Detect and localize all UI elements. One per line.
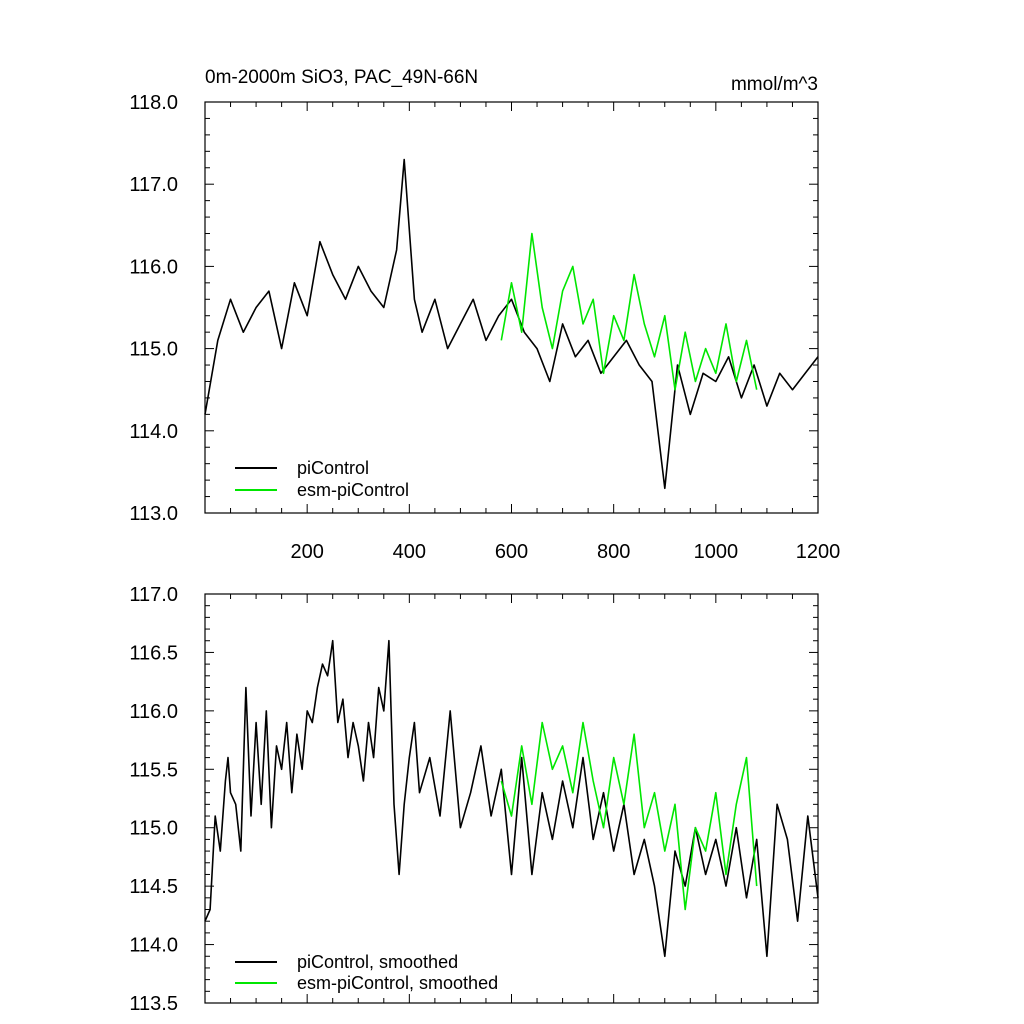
top-y-ticks: 113.0 114.0 115.0 116.0 117.0 118.0 [129, 92, 818, 525]
top-x-tick-label: 600 [495, 541, 528, 563]
bottom-y-tick-label: 113.5 [129, 993, 178, 1015]
bottom-series-esm-picontrol-smoothed [500, 721, 758, 911]
top-plot-frame [204, 101, 819, 514]
legend-label-esm-picontrol-smoothed: esm-piControl, smoothed [297, 973, 498, 993]
bottom-y-ticks: 113.5 114.0 114.5 115.0 115.5 116.0 116.5 117.0 [129, 584, 818, 1015]
top-y-tick-label: 114.0 [129, 421, 178, 443]
bottom-plot-frame [204, 593, 819, 1004]
bottom-series-picontrol-smoothed [204, 639, 819, 958]
top-y-tick-label: 115.0 [129, 339, 178, 361]
legend-label-picontrol: piControl [297, 458, 369, 478]
top-series [204, 158, 819, 490]
top-x-tick-label: 1000 [694, 541, 739, 563]
bottom-y-tick-label: 115.5 [129, 759, 178, 781]
top-series-picontrol [204, 158, 819, 490]
top-x-ticks: 200 400 600 800 1000 1200 [204, 102, 841, 563]
top-y-tick-label: 116.0 [129, 256, 178, 278]
top-panel: 0m-2000m SiO3, PAC_49N-66N mmol/m^3 113.… [129, 67, 840, 563]
top-units: mmol/m^3 [731, 74, 818, 95]
top-x-tick-label: 400 [393, 541, 426, 563]
top-y-tick-label: 117.0 [129, 174, 178, 196]
top-x-tick-label: 800 [597, 541, 630, 563]
bottom-panel: 113.5 114.0 114.5 115.0 115.5 116.0 116.5 117.0… [129, 584, 819, 1015]
top-series-esm-picontrol [500, 232, 758, 391]
top-title: 0m-2000m SiO3, PAC_49N-66N [205, 67, 478, 88]
bottom-series [204, 639, 819, 958]
bottom-y-tick-label: 114.5 [129, 876, 178, 898]
top-x-tick-label: 1200 [796, 541, 841, 563]
top-y-tick-label: 118.0 [129, 92, 178, 114]
top-y-tick-label: 113.0 [129, 503, 178, 525]
bottom-y-tick-label: 116.5 [129, 642, 178, 664]
bottom-legend: piControl, smoothed esm-piControl, smoot… [235, 952, 498, 993]
bottom-y-tick-label: 116.0 [129, 701, 178, 723]
bottom-y-tick-label: 114.0 [129, 935, 178, 957]
top-legend: piControl esm-piControl [235, 458, 409, 500]
legend-label-picontrol-smoothed: piControl, smoothed [297, 952, 458, 972]
bottom-y-tick-label: 117.0 [129, 584, 178, 606]
top-x-tick-label: 200 [290, 541, 323, 563]
legend-label-esm-picontrol: esm-piControl [297, 480, 409, 500]
bottom-y-tick-label: 115.0 [129, 818, 178, 840]
bottom-x-ticks [204, 594, 819, 1003]
